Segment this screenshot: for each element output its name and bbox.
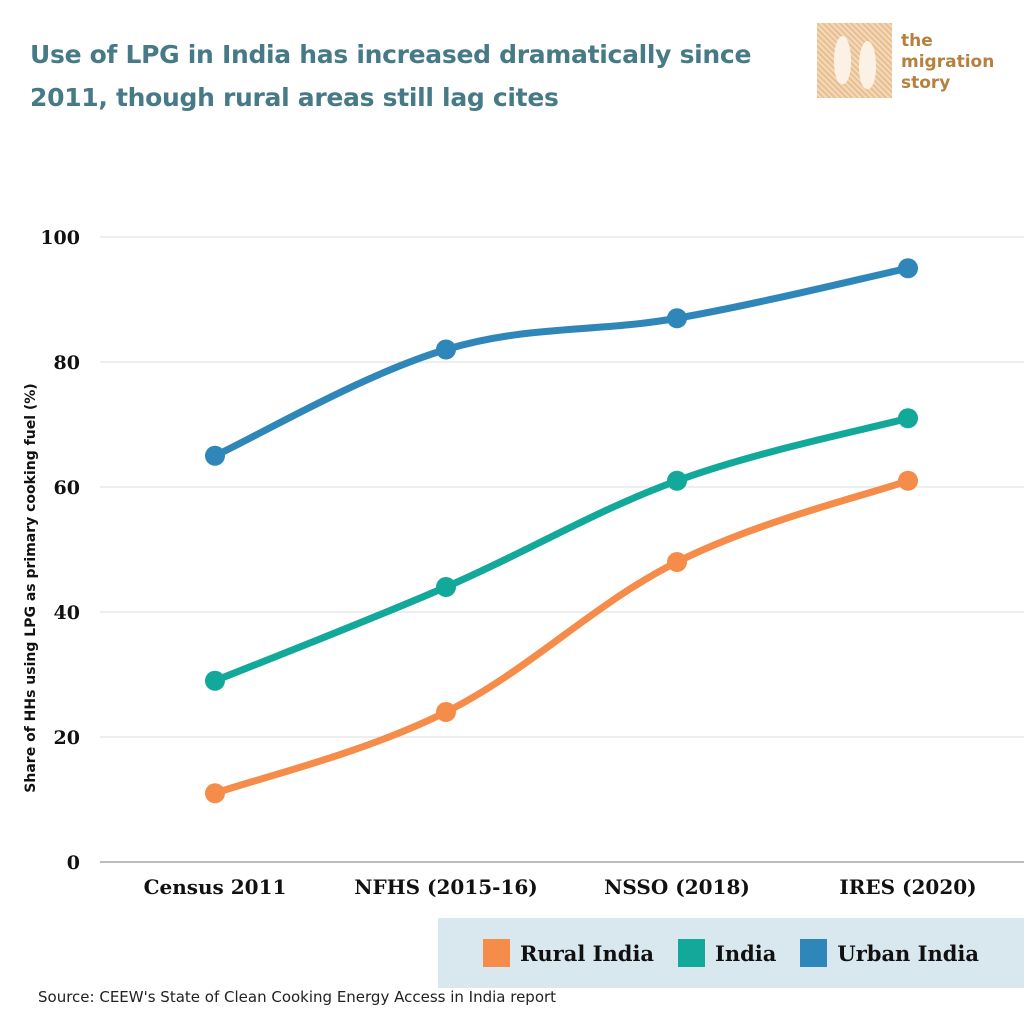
- chart-title: Use of LPG in India has increased dramat…: [30, 40, 752, 112]
- source-note: Source: CEEW's State of Clean Cooking En…: [38, 988, 557, 1006]
- legend-swatch: [678, 939, 706, 967]
- migration-story-logo: the migration story: [817, 23, 1017, 101]
- legend-item-rural-india: Rural India: [482, 939, 655, 967]
- y-tick-labels: 0 20 40 60 80 100: [40, 227, 80, 874]
- data-point: [205, 445, 225, 466]
- logo-line: migration: [901, 52, 995, 72]
- data-point: [436, 702, 456, 722]
- legend-label: Urban India: [837, 940, 979, 966]
- legend-item-india: India: [678, 939, 776, 967]
- series-india: [205, 408, 918, 691]
- logo-line: story: [901, 73, 951, 93]
- data-point: [898, 408, 918, 429]
- logo-text: the migration story: [901, 31, 994, 94]
- y-tick-label: 80: [54, 352, 80, 374]
- legend-label: Rural India: [519, 940, 655, 966]
- data-point: [667, 470, 687, 491]
- y-axis-label: Share of HHs using LPG as primary cookin…: [23, 383, 39, 792]
- series-rural-india: [205, 470, 918, 804]
- footprints-icon: [817, 23, 892, 98]
- x-tick-label: NSSO (2018): [604, 875, 750, 899]
- y-tick-label: 40: [54, 602, 80, 624]
- series-lines: [205, 258, 918, 804]
- data-point: [667, 308, 687, 329]
- data-point: [898, 258, 918, 279]
- series-line-urban-india: [211, 264, 912, 460]
- legend: Rural India India Urban India: [438, 918, 1024, 988]
- data-point: [205, 783, 225, 804]
- data-point: [898, 470, 918, 491]
- legend-swatch: [482, 939, 510, 967]
- x-tick-labels: Census 2011 NFHS (2015-16) NSSO (2018) IRES…: [144, 875, 977, 899]
- gridlines: [100, 236, 1024, 863]
- y-tick-label: 100: [40, 227, 80, 249]
- data-point: [436, 577, 456, 597]
- data-point: [205, 670, 225, 691]
- series-line-india: [211, 414, 912, 685]
- x-tick-label: IRES (2020): [839, 875, 976, 899]
- legend-item-urban-india: Urban India: [800, 939, 979, 967]
- y-tick-label: 20: [54, 727, 80, 749]
- y-tick-label: 0: [67, 852, 80, 874]
- x-tick-label: NFHS (2015-16): [354, 875, 538, 899]
- logo-line: the: [901, 31, 933, 51]
- data-point: [667, 552, 687, 572]
- series-urban-india: [205, 258, 918, 466]
- y-tick-label: 60: [54, 477, 80, 499]
- series-line-rural-india: [211, 477, 912, 797]
- legend-label: India: [715, 940, 777, 966]
- legend-swatch: [800, 939, 828, 967]
- x-tick-label: Census 2011: [144, 875, 287, 899]
- data-point: [436, 339, 456, 360]
